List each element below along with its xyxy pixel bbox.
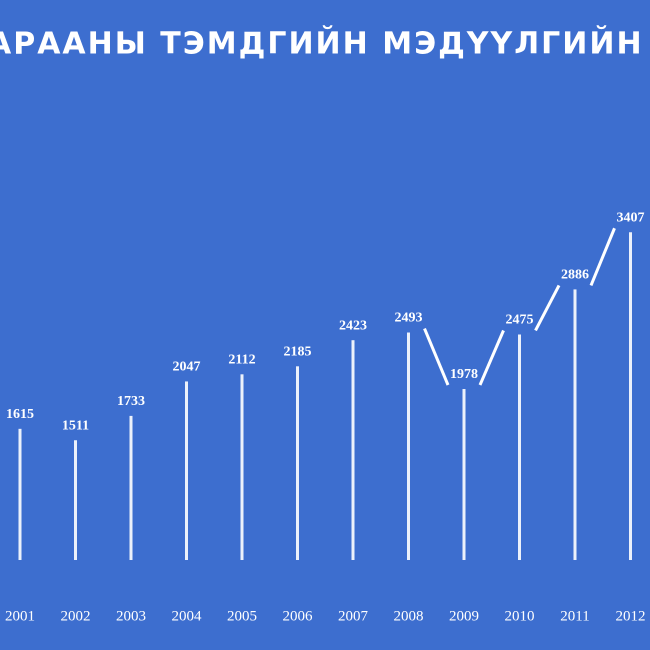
x-tick-label: 2011 bbox=[560, 608, 589, 624]
value-label: 1511 bbox=[62, 418, 89, 433]
x-tick-label: 2004 bbox=[172, 608, 203, 624]
bar bbox=[629, 232, 632, 560]
trend-arrow bbox=[478, 329, 505, 386]
x-tick-label: 2009 bbox=[449, 608, 479, 624]
x-tick-label: 2001 bbox=[5, 608, 35, 624]
bar bbox=[351, 340, 355, 560]
trend-arrow bbox=[423, 327, 450, 386]
trend-arrow bbox=[534, 284, 561, 332]
x-tick-label: 2002 bbox=[61, 608, 91, 624]
bar bbox=[129, 415, 133, 560]
value-label: 2886 bbox=[561, 268, 589, 283]
bar bbox=[74, 440, 77, 560]
bar bbox=[573, 289, 577, 560]
value-label: 2047 bbox=[173, 360, 201, 375]
value-label: 1978 bbox=[450, 367, 478, 382]
bar bbox=[407, 332, 410, 560]
chart-title: АРААНЫ ТЭМДГИЙН МЭДҮҮЛГИЙН ТО bbox=[0, 26, 650, 62]
bar bbox=[296, 366, 299, 560]
trend-arrow bbox=[589, 227, 616, 286]
x-tick-label: 2008 bbox=[394, 608, 424, 624]
x-tick-label: 2006 bbox=[283, 608, 314, 624]
value-label: 2475 bbox=[506, 313, 534, 328]
x-tick-label: 2010 bbox=[505, 608, 535, 624]
bar bbox=[518, 334, 521, 560]
value-label: 2493 bbox=[395, 311, 423, 326]
value-label: 1733 bbox=[117, 394, 145, 409]
bar bbox=[18, 428, 22, 560]
x-tick-label: 2005 bbox=[227, 608, 257, 624]
bar bbox=[240, 374, 244, 560]
value-label: 2112 bbox=[228, 353, 255, 368]
x-tick-label: 2007 bbox=[338, 608, 369, 624]
x-tick-label: 2003 bbox=[116, 608, 146, 624]
value-label: 2185 bbox=[284, 345, 312, 360]
bar bbox=[185, 381, 188, 560]
value-label: 2423 bbox=[339, 318, 367, 333]
value-label: 3407 bbox=[617, 210, 645, 225]
value-label: 1615 bbox=[6, 407, 34, 422]
x-tick-label: 2012 bbox=[616, 608, 646, 624]
bar bbox=[462, 389, 466, 560]
